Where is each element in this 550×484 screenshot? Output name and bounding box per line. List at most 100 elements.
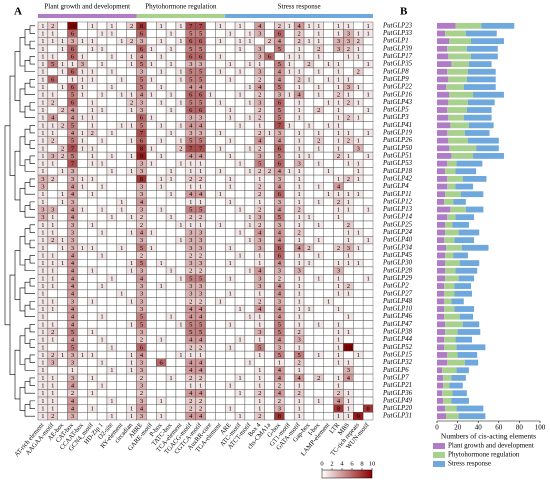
cell-value: 1	[337, 291, 340, 298]
empty-cell	[303, 389, 315, 398]
bar-segment	[437, 321, 446, 328]
empty-cell	[116, 327, 127, 337]
cell-value: 3	[81, 61, 84, 68]
empty-cell	[57, 113, 68, 122]
empty-cell	[303, 228, 315, 237]
empty-cell	[244, 412, 255, 421]
cell-value: 1	[100, 337, 103, 344]
empty-cell	[146, 29, 157, 38]
bar-segment	[437, 260, 446, 267]
cell-value: 3	[140, 99, 143, 106]
empty-cell	[146, 52, 157, 61]
empty-cell	[126, 83, 137, 92]
empty-cell	[234, 190, 246, 199]
bar-segment	[451, 397, 469, 404]
empty-cell	[165, 366, 177, 375]
empty-cell	[57, 136, 68, 145]
cell-value: 4	[278, 337, 282, 344]
cell-value: 1	[327, 61, 330, 68]
empty-cell	[106, 220, 118, 229]
cell-value: 1	[248, 168, 251, 175]
bar-segment	[456, 160, 483, 167]
cell-value: 1	[347, 191, 350, 198]
cell-value: 1	[120, 38, 123, 45]
cell-value: 3	[140, 161, 143, 168]
cell-value: 1	[120, 199, 123, 206]
empty-cell	[165, 404, 177, 413]
cell-value: 1	[100, 30, 103, 37]
cell-value: 3	[71, 237, 74, 244]
empty-cell	[353, 404, 364, 413]
cell-value: 1	[219, 23, 222, 30]
cell-value: 2	[199, 214, 202, 221]
cell-value: 4	[337, 398, 341, 405]
cell-value: 1	[41, 352, 44, 359]
cell-value: 1	[297, 69, 300, 76]
cell-value: 2	[140, 252, 143, 259]
empty-cell	[362, 381, 374, 390]
cell-value: 1	[91, 176, 94, 183]
empty-cell	[87, 167, 98, 176]
cell-value: 1	[199, 199, 202, 206]
empty-cell	[87, 259, 98, 268]
cell-value: 1	[337, 321, 340, 328]
cell-value: 4	[140, 406, 144, 413]
empty-cell	[323, 182, 334, 191]
cell-value: 3	[258, 329, 261, 336]
empty-cell	[77, 251, 88, 260]
cell-value: 5	[189, 76, 192, 83]
empty-cell	[362, 243, 374, 252]
cell-value: 1	[317, 321, 320, 328]
empty-cell	[106, 297, 118, 306]
cell-value: 1	[347, 291, 350, 298]
bar-segment	[444, 306, 455, 312]
cell-value: 6	[140, 30, 144, 37]
empty-cell	[225, 266, 236, 275]
cell-value: 1	[130, 352, 133, 359]
empty-cell	[264, 297, 275, 306]
bar-segment	[437, 38, 450, 45]
bar-segment	[437, 76, 449, 83]
empty-cell	[175, 251, 186, 260]
dendrogram-branch	[24, 29, 30, 46]
empty-cell	[77, 105, 88, 115]
bar-segment	[437, 413, 447, 420]
empty-cell	[96, 98, 108, 107]
bar-segment	[444, 290, 455, 297]
empty-cell	[264, 67, 275, 76]
cell-value: 5	[140, 260, 143, 267]
cell-value: 1	[357, 115, 360, 122]
empty-cell	[156, 304, 167, 314]
empty-cell	[244, 366, 255, 375]
cell-value: 1	[81, 84, 84, 91]
cell-value: 5	[189, 138, 192, 145]
empty-cell	[175, 197, 186, 206]
empty-cell	[353, 358, 364, 367]
cell-value: 2	[51, 352, 54, 359]
empty-cell	[87, 274, 98, 283]
bar-segment	[448, 53, 471, 60]
cell-value: 1	[189, 184, 192, 191]
cell-value: 1	[238, 413, 241, 420]
dendrogram-branch	[4, 125, 10, 326]
cell-value: 1	[238, 306, 241, 313]
bar-segment	[450, 122, 469, 129]
empty-cell	[225, 37, 236, 46]
cell-value: 1	[297, 252, 300, 259]
empty-cell	[57, 213, 68, 222]
cell-value: 2	[337, 199, 340, 206]
cell-value: 1	[347, 199, 350, 206]
empty-cell	[126, 236, 137, 245]
cell-value: 1	[189, 199, 192, 206]
cell-value: 1	[219, 38, 222, 45]
cell-value: 1	[219, 69, 222, 76]
cell-value: 7	[140, 130, 144, 137]
empty-cell	[303, 44, 315, 53]
cell-value: 1	[81, 76, 84, 83]
cell-value: 1	[288, 69, 291, 76]
empty-cell	[362, 37, 374, 46]
cell-value: 1	[337, 260, 340, 267]
empty-cell	[284, 396, 295, 405]
cell-value: 7	[189, 23, 193, 30]
empty-cell	[362, 136, 374, 145]
